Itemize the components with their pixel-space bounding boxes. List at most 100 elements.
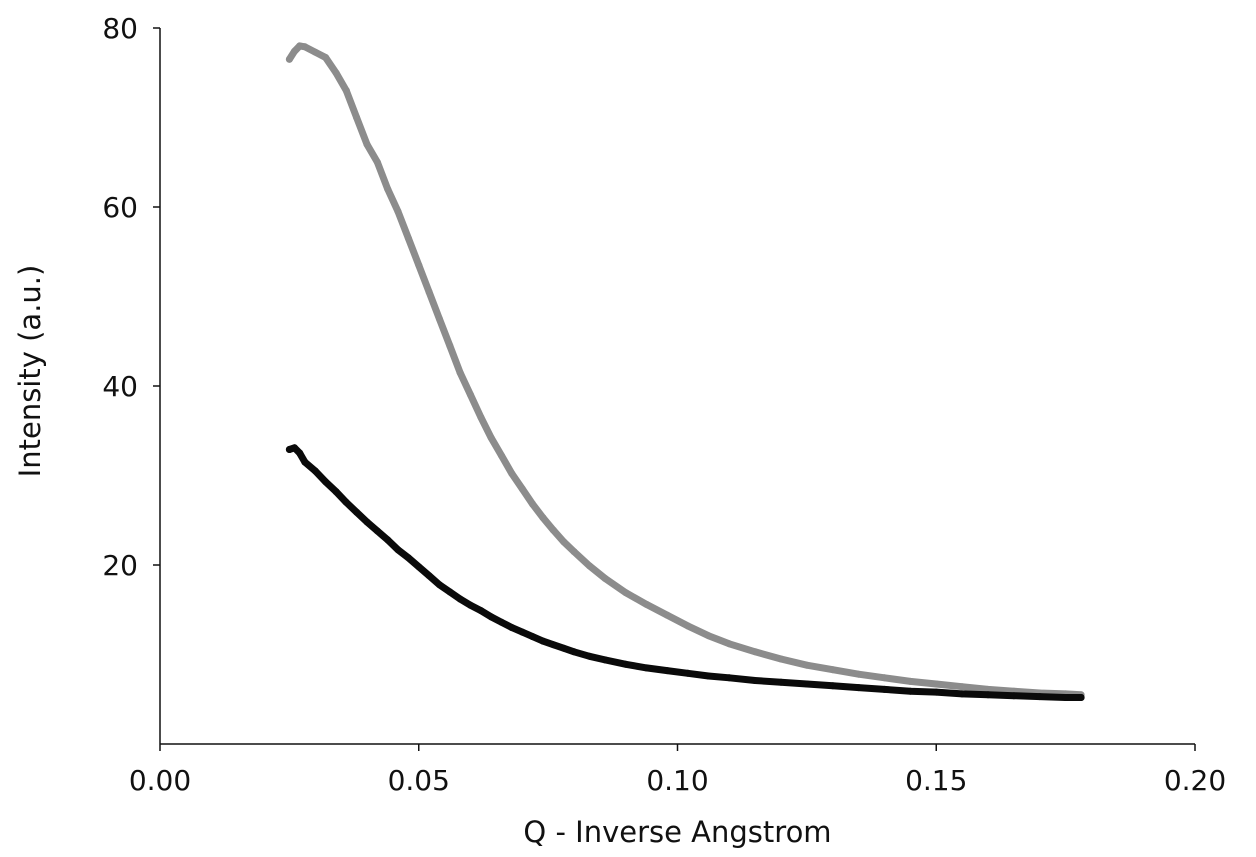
data-point <box>435 581 443 589</box>
y-tick-label: 40 <box>102 370 138 403</box>
data-point <box>932 688 940 696</box>
data-point <box>384 185 392 193</box>
data-point <box>353 114 361 121</box>
data-point <box>984 691 992 699</box>
data-point <box>332 69 340 77</box>
data-point <box>529 500 537 508</box>
data-point <box>705 672 712 680</box>
data-point <box>684 669 692 677</box>
series-line <box>285 444 1085 701</box>
data-point <box>404 234 412 242</box>
data-point <box>373 527 381 535</box>
data-point <box>643 664 650 672</box>
data-point <box>518 485 526 493</box>
data-point <box>415 563 423 571</box>
series-lines <box>285 42 1085 701</box>
data-point <box>425 572 433 580</box>
data-point <box>539 637 547 645</box>
data-point <box>518 628 526 636</box>
data-point <box>777 655 785 663</box>
data-point <box>404 554 412 562</box>
data-point <box>285 55 293 63</box>
data-point <box>415 261 423 269</box>
data-point <box>508 470 516 478</box>
data-point <box>332 488 340 496</box>
x-tick-label: 0.15 <box>905 764 967 797</box>
data-point <box>498 618 506 626</box>
data-point <box>467 601 474 609</box>
data-point <box>322 54 330 61</box>
data-point <box>477 607 485 615</box>
data-point <box>643 600 650 608</box>
data-point <box>622 660 630 668</box>
data-point <box>958 683 966 691</box>
data-point <box>751 677 759 684</box>
data-point <box>446 588 454 596</box>
x-tick-label: 0.00 <box>129 764 191 797</box>
data-point <box>301 43 309 51</box>
data-point <box>549 526 557 534</box>
data-point <box>1036 693 1044 701</box>
data-point <box>881 674 888 682</box>
data-point <box>425 288 433 296</box>
data-point <box>570 548 578 556</box>
data-point <box>855 670 863 678</box>
data-point <box>586 652 593 660</box>
data-point <box>803 680 811 688</box>
data-point <box>322 478 330 486</box>
data-point <box>855 684 863 692</box>
data-point <box>1062 694 1070 701</box>
data-point <box>751 648 759 656</box>
data-point <box>508 624 516 632</box>
series-1 <box>285 42 1085 699</box>
data-point <box>487 613 495 621</box>
data-point <box>487 434 495 442</box>
series-line <box>285 42 1085 699</box>
data-point <box>296 449 304 457</box>
data-point <box>342 87 350 95</box>
data-point <box>435 315 443 323</box>
data-point <box>586 562 593 570</box>
data-point <box>725 674 733 682</box>
data-point <box>560 644 568 652</box>
data-point <box>342 498 350 506</box>
data-point <box>353 508 361 516</box>
data-point <box>725 640 733 648</box>
data-point <box>1010 692 1018 700</box>
data-point <box>684 622 692 630</box>
data-point <box>705 632 712 640</box>
y-tick-label: 80 <box>102 12 138 45</box>
y-tick-label: 20 <box>102 549 138 582</box>
data-point <box>829 666 837 674</box>
data-point <box>384 536 392 544</box>
data-point <box>1077 694 1085 701</box>
data-point <box>549 641 557 649</box>
data-point <box>601 574 609 582</box>
data-point <box>446 342 454 350</box>
data-point <box>301 458 309 466</box>
data-point <box>539 514 547 522</box>
x-tick-label: 0.05 <box>388 764 450 797</box>
data-point <box>363 140 371 148</box>
data-point <box>311 467 319 475</box>
data-point <box>663 611 671 619</box>
data-point <box>363 518 371 526</box>
data-point <box>477 413 485 421</box>
data-point <box>529 633 537 641</box>
data-point <box>958 690 966 698</box>
data-point <box>467 391 474 399</box>
data-point <box>291 47 298 55</box>
data-point <box>498 452 506 460</box>
data-point <box>373 158 381 166</box>
data-point <box>984 685 992 693</box>
data-point <box>394 546 402 554</box>
data-point <box>881 685 888 693</box>
data-point <box>311 48 319 56</box>
data-point <box>663 667 671 675</box>
data-point <box>803 661 811 669</box>
data-point <box>777 678 785 686</box>
data-point <box>829 682 837 690</box>
data-point <box>570 648 578 656</box>
x-tick-label: 0.10 <box>646 764 708 797</box>
